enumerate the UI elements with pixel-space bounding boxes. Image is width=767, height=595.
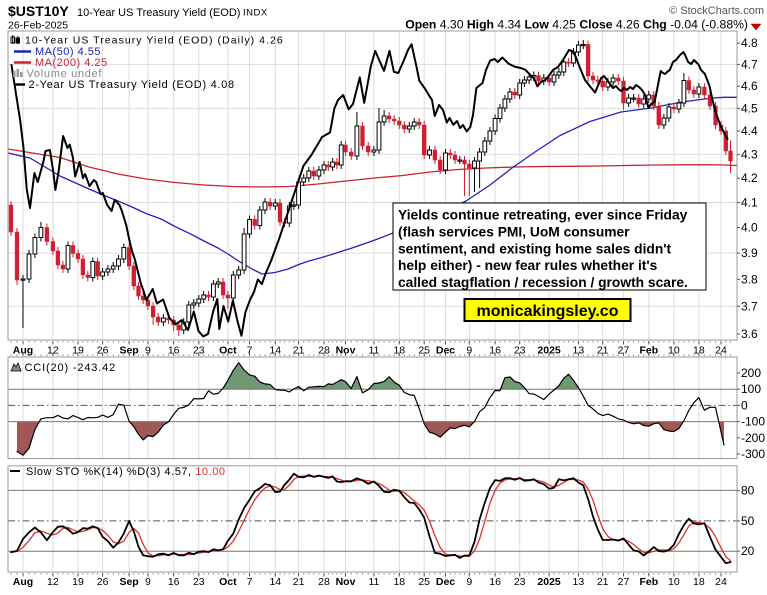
svg-text:23: 23 [193,576,205,588]
svg-text:11: 11 [368,345,379,357]
svg-text:(flash services PMI, UoM consu: (flash services PMI, UoM consumer [398,224,630,239]
svg-text:4.6: 4.6 [741,79,758,93]
svg-text:11: 11 [368,576,379,588]
svg-text:-200: -200 [741,431,765,445]
svg-text:28: 28 [318,345,330,357]
svg-text:18: 18 [393,576,405,588]
svg-text:21: 21 [597,576,609,588]
svg-text:Volume undef: Volume undef [27,68,103,80]
svg-text:Oct: Oct [219,345,237,357]
svg-text:12: 12 [47,576,59,588]
svg-text:9: 9 [145,345,151,357]
svg-text:26: 26 [97,345,109,357]
svg-text:28: 28 [318,576,330,588]
svg-text:18: 18 [693,345,705,357]
svg-text:25: 25 [418,576,430,588]
svg-text:help either) - new fear rules: help either) - new fear rules whether it… [398,258,658,273]
svg-text:200: 200 [741,366,761,380]
svg-text:4.2: 4.2 [741,171,758,185]
svg-text:7: 7 [247,345,253,357]
svg-text:Oct: Oct [219,576,237,588]
svg-text:10: 10 [668,345,680,357]
svg-text:monicakingsley.co: monicakingsley.co [477,303,619,320]
svg-text:100: 100 [741,382,761,396]
svg-text:16: 16 [489,345,501,357]
svg-text:12: 12 [47,345,59,357]
svg-text:14: 14 [269,576,281,588]
svg-text:Yields continue retreating, ev: Yields continue retreating, ever since F… [398,208,688,223]
svg-text:10: 10 [668,576,680,588]
svg-text:50: 50 [741,514,755,528]
svg-text:19: 19 [72,576,84,588]
svg-text:3.8: 3.8 [741,272,758,286]
svg-text:16: 16 [489,576,501,588]
svg-text:Dec: Dec [436,345,455,357]
svg-text:CCI(20) -243.42: CCI(20) -243.42 [25,362,117,374]
svg-text:23: 23 [514,576,526,588]
svg-text:Aug: Aug [13,576,33,588]
svg-text:Sep: Sep [119,576,138,588]
svg-text:2025: 2025 [537,576,561,588]
svg-text:3.9: 3.9 [741,246,758,260]
svg-text:4.8: 4.8 [741,36,758,50]
svg-text:-300: -300 [741,447,765,461]
svg-text:sentiment, and existing home s: sentiment, and existing home sales didn'… [398,241,672,256]
svg-text:Feb: Feb [639,576,658,588]
svg-text:© StockCharts.com: © StockCharts.com [669,5,764,17]
svg-text:2-Year US Treasury Yield (EOD): 2-Year US Treasury Yield (EOD) 4.08 [29,79,235,91]
svg-text:25: 25 [418,345,430,357]
svg-text:3.7: 3.7 [741,299,758,313]
svg-text:21: 21 [293,576,305,588]
svg-text:24: 24 [715,345,727,357]
svg-text:19: 19 [72,345,84,357]
svg-text:4.3: 4.3 [741,147,758,161]
svg-text:9: 9 [466,576,472,588]
svg-text:4.4: 4.4 [741,124,758,138]
svg-text:MA(200) 4.25: MA(200) 4.25 [35,57,108,69]
svg-text:Nov: Nov [336,576,356,588]
svg-text:4.0: 4.0 [741,221,758,235]
svg-text:2025: 2025 [537,345,561,357]
svg-text:23: 23 [193,345,205,357]
svg-text:3.6: 3.6 [741,327,758,341]
svg-text:Feb: Feb [639,345,658,357]
svg-text:21: 21 [293,345,305,357]
svg-text:13: 13 [573,576,585,588]
svg-text:27: 27 [618,576,630,588]
svg-text:23: 23 [514,345,526,357]
svg-text:9: 9 [466,345,472,357]
svg-text:18: 18 [393,345,405,357]
svg-text:27: 27 [618,345,630,357]
svg-text:16: 16 [168,576,180,588]
svg-text:4.7: 4.7 [741,57,758,71]
svg-text:called stagflation / recession: called stagflation / recession / growth … [398,275,688,290]
svg-text:18: 18 [693,576,705,588]
svg-text:Dec: Dec [436,576,455,588]
svg-text:10-Year US Treasury Yield (EOD: 10-Year US Treasury Yield (EOD) (Daily) … [25,35,284,47]
svg-text:0: 0 [741,398,748,412]
svg-text:4.5: 4.5 [741,101,758,115]
svg-text:Slow STO %K(14) %D(3) 4.57, 10: Slow STO %K(14) %D(3) 4.57, 10.00 [26,466,226,478]
svg-text:Sep: Sep [119,345,138,357]
svg-text:7: 7 [247,576,253,588]
svg-text:10-Year US Treasury Yield (EOD: 10-Year US Treasury Yield (EOD) [77,7,240,19]
svg-text:Aug: Aug [13,345,33,357]
svg-text:MA(50) 4.55: MA(50) 4.55 [35,46,101,58]
svg-text:20: 20 [741,544,755,558]
svg-text:21: 21 [597,345,609,357]
svg-text:INDX: INDX [243,8,268,19]
svg-text:13: 13 [573,345,585,357]
svg-text:80: 80 [741,484,755,498]
svg-text:Nov: Nov [336,345,356,357]
svg-text:24: 24 [715,576,727,588]
svg-text:Open 4.30 High 4.34 Low 4.25 C: Open 4.30 High 4.34 Low 4.25 Close 4.26 … [405,18,748,32]
svg-text:14: 14 [269,345,281,357]
svg-text:4.1: 4.1 [741,196,758,210]
svg-text:-100: -100 [741,415,765,429]
svg-text:16: 16 [168,345,180,357]
svg-text:26: 26 [97,576,109,588]
svg-text:$UST10Y: $UST10Y [8,3,69,19]
svg-text:26-Feb-2025: 26-Feb-2025 [8,20,68,32]
svg-text:9: 9 [145,576,151,588]
